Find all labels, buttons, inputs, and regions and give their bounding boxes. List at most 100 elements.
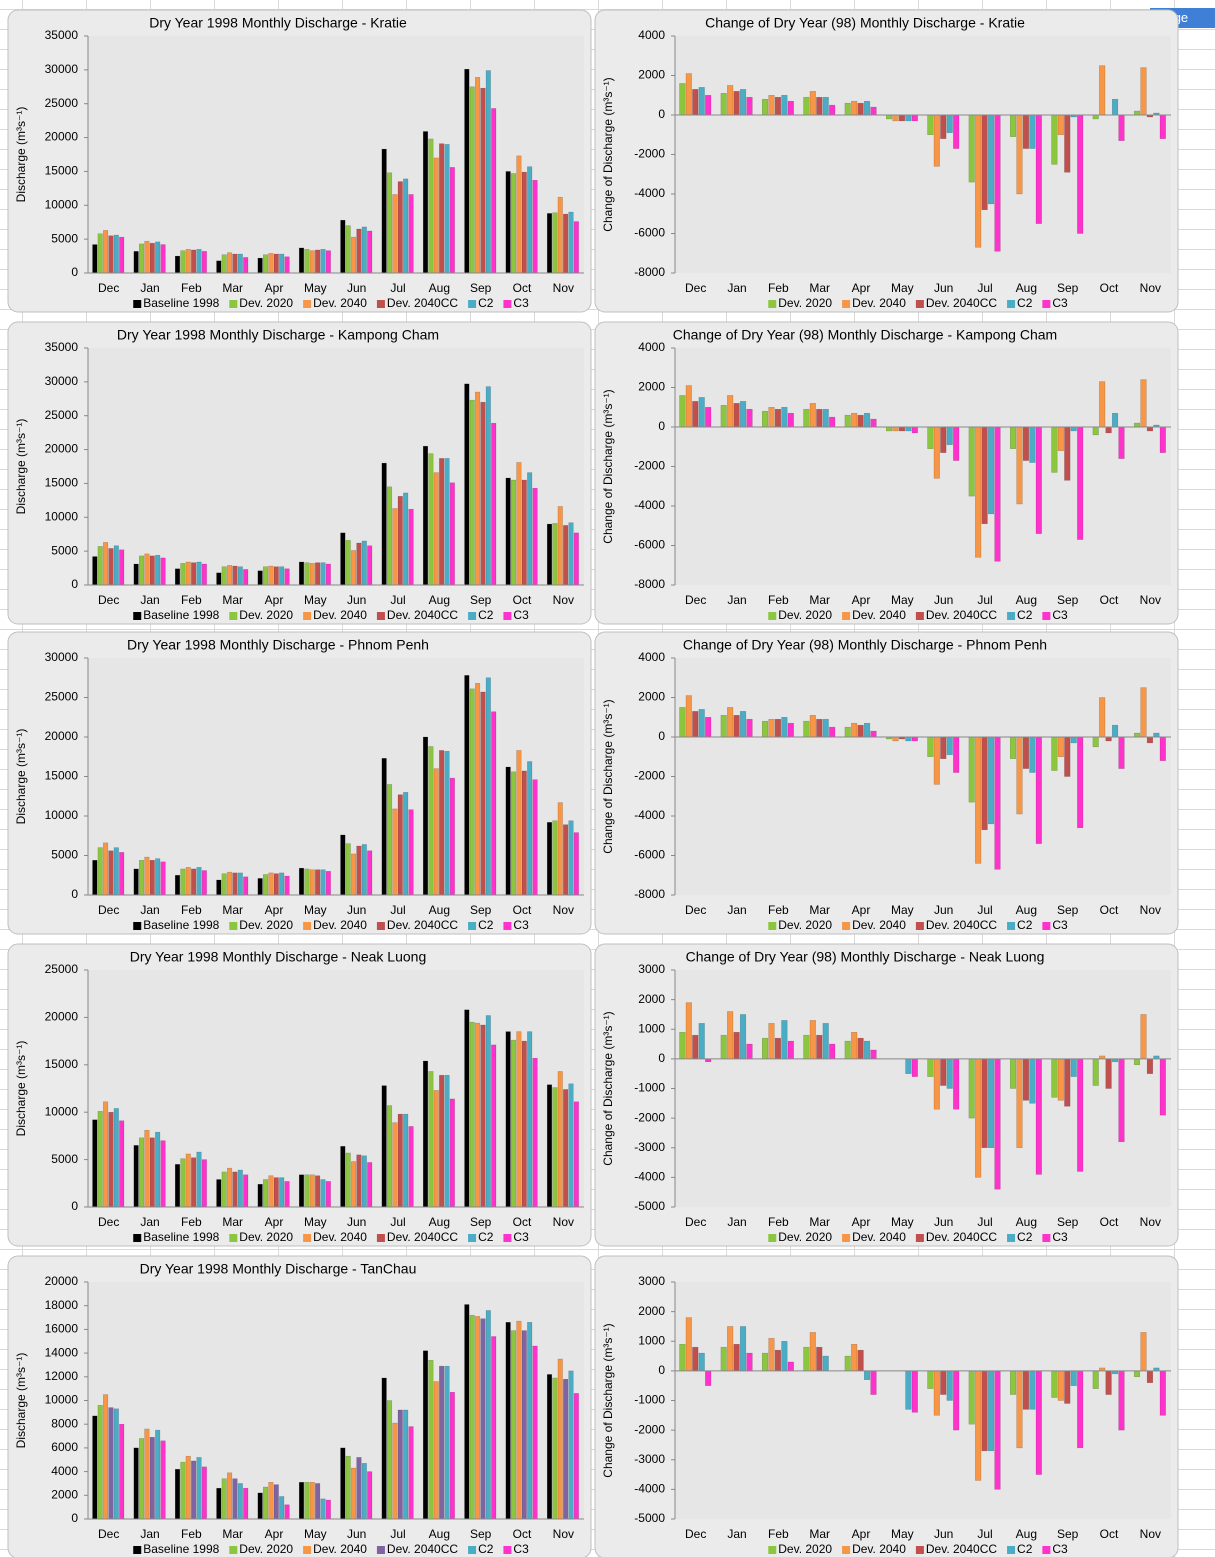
bar (433, 472, 439, 586)
bar (367, 1471, 373, 1520)
bar (568, 1370, 574, 1520)
bar (863, 412, 871, 428)
bar (905, 114, 912, 122)
bar (480, 1024, 486, 1208)
bar (1064, 426, 1071, 481)
legend-label: C3 (1052, 608, 1068, 622)
bar (279, 1496, 285, 1520)
bar (768, 407, 775, 428)
bar (97, 1111, 103, 1208)
y-tick-label: 2000 (638, 992, 665, 1006)
bar (870, 106, 877, 116)
y-axis-label: Discharge (m³s⁻¹) (14, 1041, 28, 1137)
bar (940, 426, 947, 453)
bar (816, 1346, 823, 1372)
y-tick-label: 0 (658, 107, 665, 121)
bar (698, 1023, 705, 1060)
y-tick-label: -5000 (634, 1511, 665, 1525)
y-tick-label: 0 (71, 1199, 78, 1213)
bar (981, 736, 988, 831)
bar (679, 1343, 686, 1372)
bar (185, 1153, 191, 1208)
legend-swatch (915, 922, 924, 930)
bar (516, 462, 522, 586)
bar (257, 878, 263, 896)
bar (698, 397, 705, 428)
bar (685, 73, 692, 116)
bar (787, 1361, 794, 1372)
bar (1159, 1370, 1166, 1416)
plot-area (675, 348, 1171, 585)
bar (1070, 736, 1077, 744)
bar (527, 1031, 533, 1208)
bar (1035, 426, 1042, 534)
y-tick-label: -6000 (634, 538, 665, 552)
bar (351, 1467, 357, 1520)
bar (1099, 697, 1106, 738)
bar (1105, 426, 1112, 434)
x-tick-label: Jan (140, 1527, 159, 1541)
bar (232, 872, 238, 896)
bar (953, 426, 960, 461)
bar (1133, 1370, 1141, 1378)
bar (968, 736, 975, 803)
bar (367, 230, 373, 274)
bar (464, 1304, 470, 1520)
bar (361, 1463, 367, 1520)
bar (97, 1404, 103, 1520)
bar (133, 868, 139, 896)
plot-area (675, 36, 1171, 273)
legend-swatch (376, 1546, 385, 1554)
bar (573, 1101, 579, 1208)
bar (345, 225, 351, 274)
bar (511, 1330, 517, 1520)
x-tick-label: Nov (553, 593, 574, 607)
bar (480, 691, 486, 896)
legend-swatch (133, 1234, 142, 1242)
bar (803, 720, 810, 738)
y-tick-label: 3000 (638, 962, 665, 976)
bar (511, 1039, 517, 1208)
bar (1133, 422, 1141, 428)
x-tick-label: Mar (222, 1527, 243, 1541)
x-tick-label: Nov (1140, 1215, 1161, 1229)
legend-swatch (468, 1546, 477, 1554)
bar (1140, 1332, 1147, 1372)
legend-swatch (915, 612, 924, 620)
bar (325, 1499, 331, 1520)
bar (92, 244, 98, 274)
legend-swatch (503, 1546, 512, 1554)
bar (1111, 412, 1119, 428)
x-tick-label: Jul (977, 1527, 992, 1541)
bar (422, 1350, 429, 1520)
bar (387, 1105, 393, 1208)
x-tick-label: Dec (685, 1215, 706, 1229)
legend-label: C3 (513, 296, 529, 310)
bar (803, 1346, 810, 1372)
bar (361, 1155, 367, 1208)
bar (491, 422, 497, 586)
bar (315, 869, 321, 896)
bar (1035, 1370, 1042, 1475)
bar (464, 383, 470, 586)
bar (844, 726, 851, 738)
bar (1016, 1058, 1023, 1148)
y-tick-label: 4000 (638, 340, 665, 354)
bar (546, 822, 553, 896)
y-axis-label: Change of Discharge (m³s⁻¹) (601, 77, 615, 231)
legend-swatch (376, 1234, 385, 1242)
bar (870, 1049, 877, 1060)
y-tick-label: -8000 (634, 887, 665, 901)
legend-swatch (1042, 1546, 1051, 1554)
bar (422, 1060, 429, 1208)
legend-label: C2 (478, 918, 494, 932)
legend-label: C2 (478, 608, 494, 622)
bar (185, 249, 191, 274)
y-tick-label: 16000 (45, 1322, 79, 1336)
bar (1016, 736, 1023, 815)
bar (449, 1098, 455, 1208)
bar (527, 472, 533, 586)
bar (546, 1374, 553, 1520)
bar (191, 249, 197, 274)
bar (705, 407, 712, 428)
